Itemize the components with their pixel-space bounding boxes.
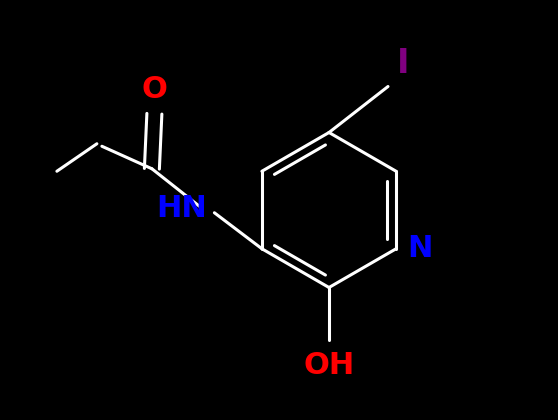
Text: N: N xyxy=(407,234,432,263)
Text: O: O xyxy=(141,75,167,104)
Text: OH: OH xyxy=(304,352,355,381)
Text: I: I xyxy=(397,47,409,80)
Text: HN: HN xyxy=(156,194,207,223)
